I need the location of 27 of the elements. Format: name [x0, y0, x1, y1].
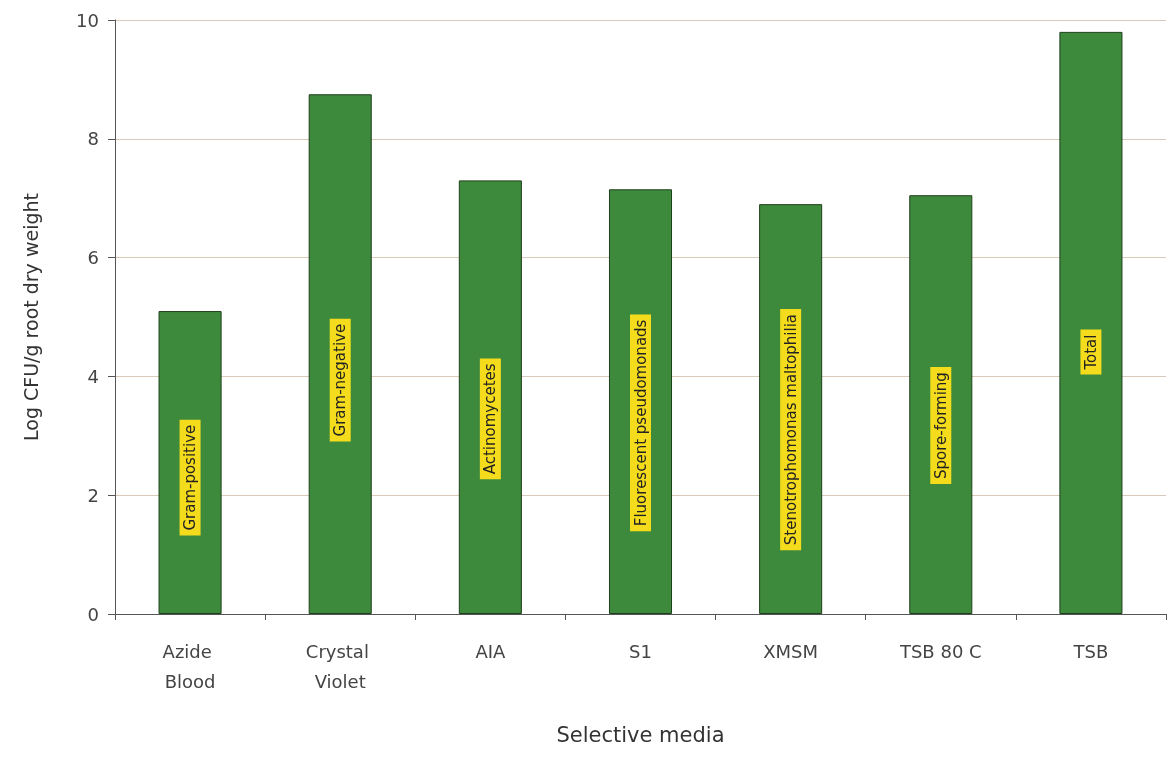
- annotation: Gram-positive: [181, 424, 200, 531]
- y-tick-label: 10: [76, 9, 99, 31]
- annotation: Stenotrophomonas maltophilia: [781, 313, 800, 546]
- x-axis-title: Selective media: [556, 722, 725, 747]
- bar: [158, 311, 222, 614]
- y-tick-label: 0: [87, 603, 99, 625]
- y-tick-label: 2: [87, 484, 99, 506]
- annotation: Total: [1081, 334, 1100, 371]
- annotation: Actinomycetes: [481, 363, 500, 475]
- x-tick-label: TSB: [1072, 640, 1109, 662]
- x-tick-label: S1: [629, 640, 652, 662]
- x-tick-label: AIA: [475, 640, 507, 662]
- y-tick-label: 8: [87, 128, 99, 150]
- y-tick-label: 6: [87, 247, 99, 269]
- bar: [1059, 31, 1123, 614]
- y-axis-title: Log CFU/g root dry weight: [19, 193, 42, 441]
- x-tick-label: Crystal Violet: [305, 640, 375, 692]
- annotation: Gram-negative: [331, 323, 350, 437]
- y-tick-label: 4: [87, 365, 99, 387]
- x-tick-label: TSB 80 C: [898, 640, 982, 662]
- annotation: Fluorescent pseudomonads: [631, 319, 650, 527]
- bar: [909, 195, 973, 614]
- annotation: Spore-forming: [931, 372, 950, 479]
- bar: [308, 94, 372, 614]
- bar: [458, 180, 522, 614]
- x-tick-label: Azide Blood: [162, 640, 218, 692]
- x-tick-label: XMSM: [763, 640, 819, 662]
